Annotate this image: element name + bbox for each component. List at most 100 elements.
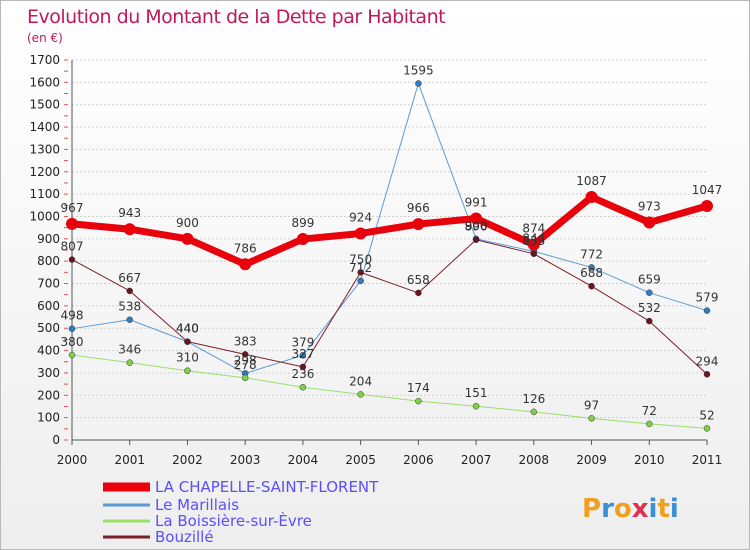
data-label-2: 151 — [465, 386, 488, 400]
data-label-0: 874 — [522, 222, 545, 236]
x-tick-label: 2010 — [634, 453, 665, 467]
series-point-1 — [68, 325, 76, 332]
legend-label-3: Bouzillé — [155, 528, 214, 546]
series-line-0 — [71, 193, 708, 268]
axes: 0 100 200 300 400 500 600 700 800 900 1000 1100 1200… — [29, 53, 722, 467]
x-tick-label: 2009 — [576, 453, 607, 467]
data-label-1: 579 — [696, 291, 719, 305]
series-point-0 — [239, 258, 252, 271]
data-label-2: 310 — [176, 351, 199, 365]
data-label-2: 346 — [118, 343, 141, 357]
data-label-3: 833 — [522, 234, 545, 248]
data-label-1: 712 — [349, 261, 372, 275]
chart-title: Evolution du Montant de la Dette par Hab… — [27, 6, 446, 28]
series-lines — [66, 80, 713, 432]
series-point-3 — [68, 256, 76, 263]
legend-label-1: Le Marillais — [155, 496, 239, 514]
data-label-0: 991 — [465, 195, 488, 209]
series-point-0 — [701, 199, 713, 212]
data-label-3: 383 — [234, 334, 257, 348]
x-tick-label: 2005 — [345, 453, 376, 467]
grid-lines — [72, 59, 707, 441]
series-point-2 — [299, 383, 307, 391]
series-point-3 — [241, 351, 249, 358]
series-point-2 — [241, 374, 249, 382]
series-point-3 — [184, 338, 191, 345]
y-tick-label: 1700 — [29, 53, 60, 67]
series-point-1 — [415, 80, 422, 87]
data-label-0: 1047 — [692, 183, 723, 197]
y-tick-label: 1100 — [29, 187, 60, 201]
data-label-2: 278 — [234, 358, 257, 372]
data-label-1: 538 — [118, 300, 141, 314]
x-tick-label: 2006 — [403, 453, 434, 467]
series-point-1 — [126, 316, 133, 323]
y-tick-label: 900 — [37, 232, 60, 246]
series-point-2 — [646, 420, 653, 428]
series-point-2 — [472, 402, 480, 410]
series-line-2 — [71, 354, 708, 429]
series-point-3 — [703, 371, 711, 378]
series-point-2 — [703, 425, 711, 432]
data-label-1: 900 — [465, 219, 488, 233]
data-label-3: 807 — [61, 240, 84, 254]
data-label-3: 658 — [407, 273, 430, 287]
series-point-0 — [527, 238, 540, 251]
data-labels: 967 943 900 786 899 924 966 991 874 1087 973 1047 49… — [61, 63, 723, 422]
data-label-1: 772 — [580, 247, 603, 261]
y-tick-label: 1000 — [29, 209, 60, 223]
series-point-1 — [357, 277, 364, 285]
data-label-1: 844 — [522, 231, 545, 245]
data-label-1: 1595 — [403, 63, 434, 77]
x-tick-label: 2000 — [57, 453, 88, 467]
data-label-0: 967 — [61, 201, 84, 215]
data-label-2: 97 — [584, 398, 599, 412]
x-tick-label: 2002 — [172, 453, 203, 467]
data-label-3: 688 — [580, 266, 603, 280]
series-point-0 — [643, 216, 656, 229]
series-point-0 — [66, 217, 78, 230]
data-label-0: 1087 — [576, 174, 607, 188]
series-point-2 — [357, 391, 364, 398]
y-tick-label: 800 — [37, 254, 60, 268]
data-label-1: 659 — [638, 273, 661, 287]
data-label-1: 298 — [234, 353, 257, 367]
series-point-2 — [68, 351, 76, 359]
logo-text: Proxiti — [582, 494, 679, 524]
series-point-3 — [472, 236, 480, 243]
legend-label-2: La Boissière-sur-Èvre — [155, 511, 312, 530]
series-point-2 — [588, 415, 595, 422]
data-label-2: 174 — [407, 381, 430, 395]
y-tick-label: 600 — [37, 299, 60, 313]
data-label-1: 498 — [61, 309, 84, 323]
x-tick-label: 2011 — [692, 453, 723, 467]
data-label-0: 966 — [407, 201, 430, 215]
series-point-0 — [585, 191, 598, 204]
series-point-2 — [126, 359, 133, 366]
data-label-2: 126 — [522, 392, 545, 406]
data-label-2: 204 — [349, 374, 372, 388]
data-label-2: 72 — [642, 404, 657, 418]
data-label-0: 786 — [234, 241, 257, 255]
y-tick-label: 1500 — [29, 98, 60, 112]
series-line-1 — [71, 82, 708, 374]
y-tick-label: 1600 — [29, 75, 60, 89]
y-tick-label: 1200 — [29, 165, 60, 179]
series-point-3 — [357, 269, 364, 276]
series-point-3 — [588, 282, 595, 290]
series-point-0 — [123, 223, 136, 236]
y-tick-label: 1300 — [29, 142, 60, 156]
series-point-1 — [299, 352, 307, 359]
series-point-0 — [296, 233, 309, 246]
series-line-3 — [71, 239, 708, 375]
proxiti-logo: Proxiti — [582, 494, 679, 524]
data-label-3: 327 — [291, 347, 314, 361]
y-tick-label: 1400 — [29, 120, 60, 134]
series-point-0 — [470, 212, 483, 225]
chart-subtitle: (en €) — [27, 31, 63, 45]
series-point-2 — [184, 367, 191, 374]
x-tick-label: 2008 — [519, 453, 550, 467]
data-label-1: 440 — [176, 322, 199, 336]
